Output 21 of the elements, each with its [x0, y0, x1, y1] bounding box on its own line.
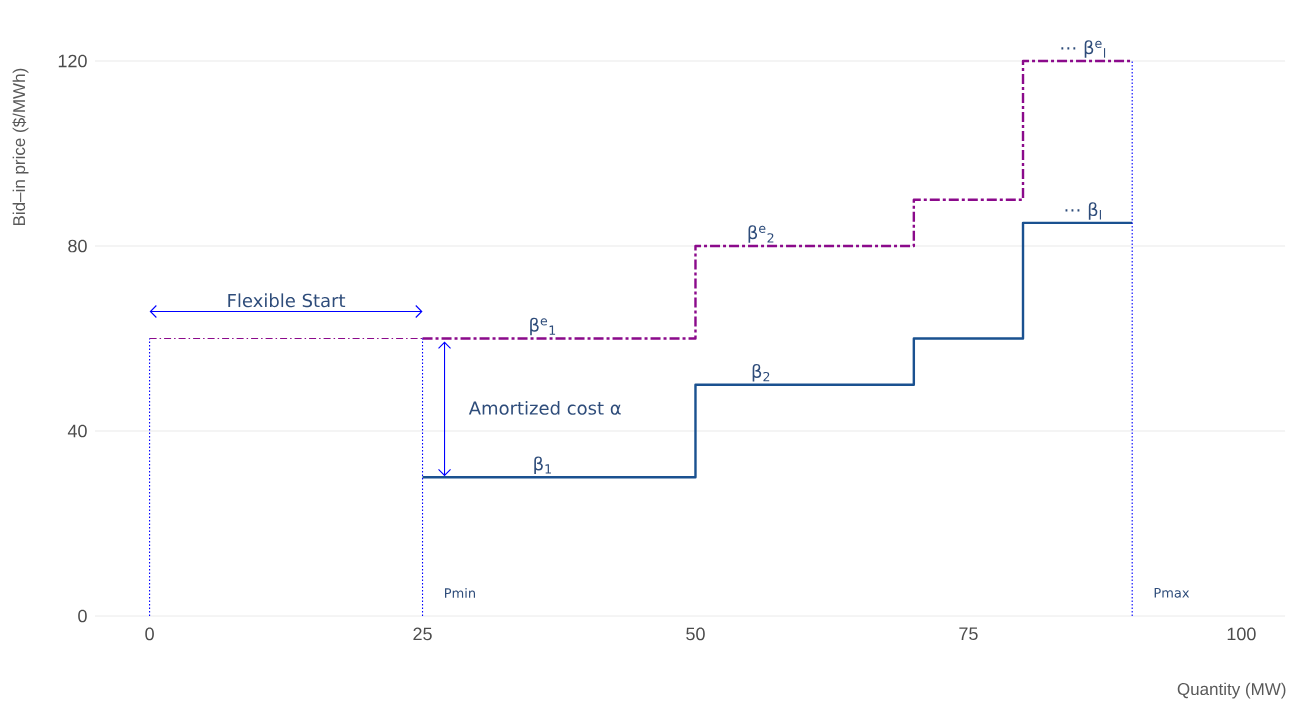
annotation: β$^{e}$1	[530, 317, 556, 336]
x-tick-label: 50	[686, 627, 705, 641]
x-tick-label: 100	[1227, 627, 1256, 641]
y-tick-label: 0	[78, 609, 87, 623]
y-tick-label: 80	[68, 239, 87, 253]
annotation: β$^{e}$2	[748, 225, 774, 243]
annotation: Amortized cost α	[468, 400, 621, 415]
x-tick-label: 25	[413, 627, 432, 641]
annotation: β$_{2}$	[752, 364, 770, 382]
annotation: β$_{1}$	[534, 456, 551, 475]
y-tick-label: 40	[67, 424, 87, 438]
x-tick-label: 0	[145, 627, 154, 641]
annotation: ⋯ β$^{e}$l	[1061, 40, 1106, 58]
y-axis-title: Bid–in price ($/MWh)	[12, 68, 29, 226]
annotation: Flexible Start	[228, 293, 346, 308]
annotation: Pmax	[1154, 588, 1190, 598]
y-tick-label: 120	[58, 54, 87, 68]
annotation: ⋯ β$_{l}$	[1065, 202, 1101, 220]
x-tick-label: 75	[959, 627, 978, 641]
x-axis-title: Quantity (MW)	[1177, 682, 1286, 699]
annotation: Pmin	[445, 587, 475, 598]
